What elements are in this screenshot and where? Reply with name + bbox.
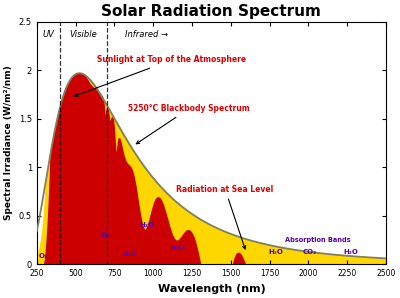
Text: 5250°C Blackbody Spectrum: 5250°C Blackbody Spectrum [128,104,250,144]
Text: H₂O: H₂O [343,249,358,255]
Text: H₂O: H₂O [169,245,184,251]
Y-axis label: Spectral Irradiance (W/m²/nm): Spectral Irradiance (W/m²/nm) [4,66,13,221]
Text: Infrared →: Infrared → [125,30,168,39]
Text: CO₂: CO₂ [303,249,317,255]
Text: Radiation at Sea Level: Radiation at Sea Level [176,184,274,249]
Text: H₂O: H₂O [121,251,136,257]
Text: Visible: Visible [69,30,97,39]
Text: H₂O: H₂O [140,221,154,228]
Text: H₂O: H₂O [268,249,283,255]
Text: Absorption Bands: Absorption Bands [285,237,351,243]
Title: Solar Radiation Spectrum: Solar Radiation Spectrum [102,4,321,19]
Text: UV: UV [42,30,54,39]
Text: O₃: O₃ [38,253,48,259]
X-axis label: Wavelength (nm): Wavelength (nm) [158,284,265,294]
Text: Sunlight at Top of the Atmosphere: Sunlight at Top of the Atmosphere [75,55,246,97]
Text: O₂: O₂ [100,232,110,238]
